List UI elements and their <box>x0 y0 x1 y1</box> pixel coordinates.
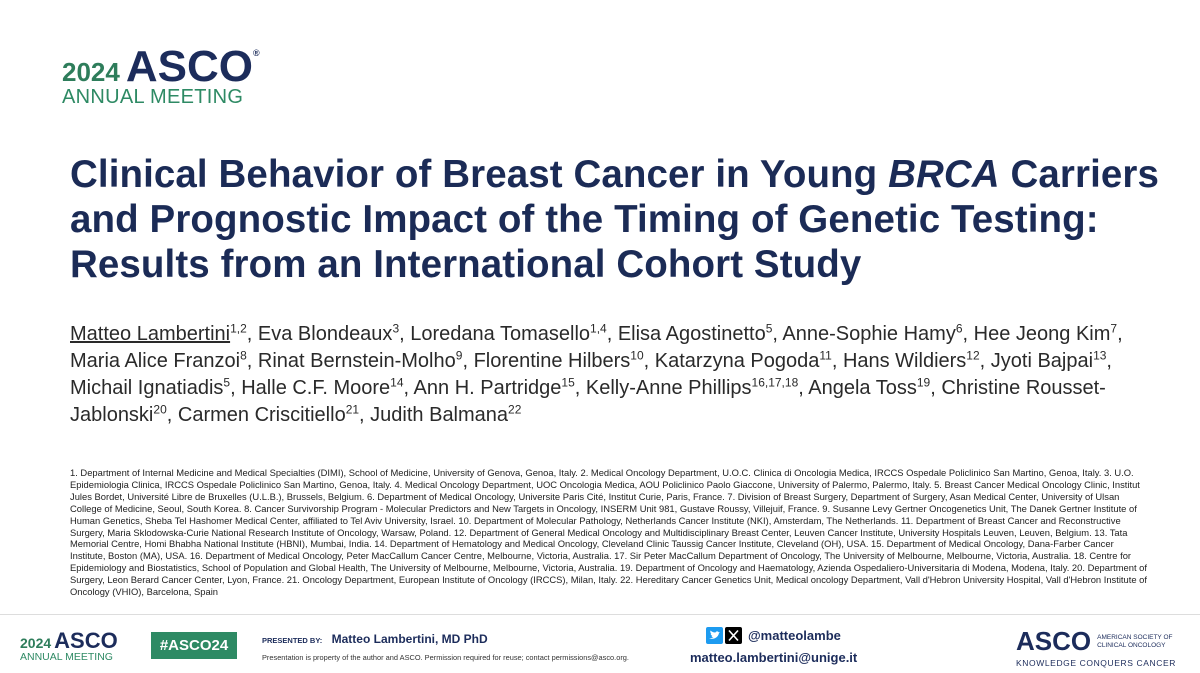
author: Eva Blondeaux3 <box>257 321 405 345</box>
author-affiliation-ref: 8 <box>240 348 247 363</box>
author-affiliation-ref: 19 <box>916 375 931 390</box>
society-logo: ASCO AMERICAN SOCIETY OF CLINICAL ONCOLO… <box>1016 626 1187 668</box>
society-brand: ASCO <box>1016 626 1092 656</box>
author-affiliation-ref: 22 <box>508 402 522 417</box>
author: Halle C.F. Moore14 <box>241 375 409 399</box>
author-name: Ann H. Partridge <box>413 377 562 399</box>
social-handle: @matteolambe <box>748 628 841 643</box>
author: Florentine Hilbers10 <box>473 348 650 372</box>
logo-brand: ASCO <box>125 42 253 91</box>
footer-rule <box>0 614 1200 615</box>
author: Katarzyna Pogoda11 <box>654 348 838 372</box>
society-name: AMERICAN SOCIETY OF CLINICAL ONCOLOGY <box>1097 633 1173 649</box>
title-italic: BRCA <box>888 153 1000 196</box>
author-affiliation-ref: 9 <box>455 348 463 363</box>
author-name: Rinat Bernstein-Molho <box>257 350 456 372</box>
author: Angela Toss19 <box>808 375 936 399</box>
author-affiliation-ref: 14 <box>390 375 404 390</box>
author-list: Matteo Lambertini1,2 Eva Blondeaux3 Lore… <box>70 321 1150 429</box>
author-name: Christine Rousset-Jablonski <box>70 377 1106 426</box>
author-name: Katarzyna Pogoda <box>654 350 820 372</box>
author-name: Eva Blondeaux <box>257 323 393 345</box>
social-icons <box>706 627 742 644</box>
title-part: Carriers and Prognostic Impact of the Ti… <box>70 153 1159 286</box>
author-affiliation-ref: 10 <box>630 348 644 363</box>
presented-by-label: PRESENTED BY: <box>262 636 323 645</box>
author-name: Jyoti Bajpai <box>990 350 1094 372</box>
registered-mark: ® <box>252 48 260 58</box>
footer-logo-meeting: ANNUAL MEETING <box>20 651 113 663</box>
logo-year: 2024 <box>62 57 120 87</box>
author-name: Elisa Agostinetto <box>617 323 766 345</box>
header-logo: 2024 ASCO ® ANNUAL MEETING <box>62 42 260 109</box>
author-name: Maria Alice Franzoi <box>70 350 241 372</box>
footer-logo-year: 2024 <box>20 635 52 651</box>
author-affiliation-ref: 5 <box>765 321 773 336</box>
author-name: Carmen Criscitiello <box>177 404 346 426</box>
author-name: Angela Toss <box>808 377 917 399</box>
presenter-name: Matteo Lambertini, MD PhD <box>331 632 488 646</box>
author-name: Halle C.F. Moore <box>241 377 391 399</box>
author-name: Judith Balmana <box>370 404 509 426</box>
author: Carmen Criscitiello21 <box>177 402 365 426</box>
author: Anne-Sophie Hamy6 <box>782 321 968 345</box>
title-part: Clinical Behavior of Breast Cancer in Yo… <box>70 153 878 196</box>
author: Maria Alice Franzoi8 <box>70 348 252 372</box>
author-affiliation-ref: 5 <box>223 375 231 390</box>
author-name: Michail Ignatiadis <box>70 377 224 399</box>
slide-title: Clinical Behavior of Breast Cancer in Yo… <box>70 152 1165 287</box>
author-affiliation-ref: 16,17,18 <box>751 375 799 390</box>
hashtag-badge: #ASCO24 <box>151 632 237 659</box>
author-name: Anne-Sophie Hamy <box>782 323 956 345</box>
author-name: Kelly-Anne Phillips <box>585 377 752 399</box>
social: @matteolambe <box>706 627 841 644</box>
affiliations: 1. Department of Internal Medicine and M… <box>70 467 1147 598</box>
author: Kelly-Anne Phillips16,17,18 <box>585 375 804 399</box>
author: Hans Wildiers12 <box>842 348 985 372</box>
author: Rinat Bernstein-Molho9 <box>257 348 468 372</box>
footer-logo: 2024 ASCO ANNUAL MEETING <box>20 628 118 663</box>
author-affiliation-ref: 3 <box>392 321 400 336</box>
footer-logo-brand: ASCO <box>54 628 118 653</box>
author: Matteo Lambertini1,2 <box>70 321 252 345</box>
author-affiliation-ref: 1,4 <box>590 321 607 336</box>
author: Elisa Agostinetto5 <box>617 321 778 345</box>
logo-meeting: ANNUAL MEETING <box>62 86 244 108</box>
society-tagline: KNOWLEDGE CONQUERS CANCER <box>1016 658 1176 668</box>
author: Ann H. Partridge15 <box>413 375 581 399</box>
author: Judith Balmana22 <box>370 402 522 426</box>
permission-notice: Presentation is property of the author a… <box>262 653 629 662</box>
author-affiliation-ref: 20 <box>153 402 167 417</box>
presenter-block: PRESENTED BY: Matteo Lambertini, MD PhD <box>262 632 488 646</box>
author-affiliation-ref: 6 <box>955 321 963 336</box>
author-name: Hans Wildiers <box>842 350 967 372</box>
author: Jyoti Bajpai13 <box>990 348 1112 372</box>
author-affiliation-ref: 15 <box>561 375 575 390</box>
author-affiliation-ref: 21 <box>345 402 360 417</box>
author-name: Florentine Hilbers <box>473 350 631 372</box>
author: Loredana Tomasello1,4 <box>410 321 612 345</box>
author-name: Loredana Tomasello <box>410 323 591 345</box>
author-name: Hee Jeong Kim <box>973 323 1111 345</box>
author: Hee Jeong Kim7 <box>973 321 1123 345</box>
author-affiliation-ref: 12 <box>966 348 980 363</box>
author-affiliation-ref: 1,2 <box>230 321 247 336</box>
contact-email: matteo.lambertini@unige.it <box>690 650 858 665</box>
author-affiliation-ref: 7 <box>1110 321 1118 336</box>
author-affiliation-ref: 11 <box>819 348 832 363</box>
author-affiliation-ref: 13 <box>1093 348 1107 363</box>
author-name: Matteo Lambertini <box>70 323 231 345</box>
author: Michail Ignatiadis5 <box>70 375 236 399</box>
